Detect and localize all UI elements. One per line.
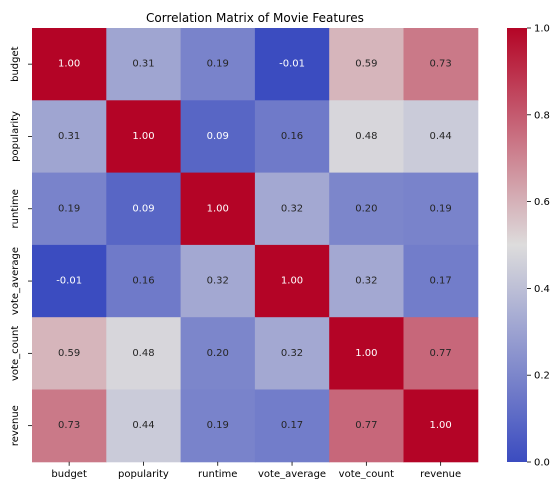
colorbar-tick-label: 0.0 — [534, 458, 550, 469]
heatmap-cell — [180, 172, 256, 246]
heatmap-cell — [254, 28, 330, 101]
heatmap-cell — [32, 28, 107, 101]
cell-value-label: 0.19 — [207, 420, 229, 431]
cell-value-label: -0.01 — [279, 59, 305, 70]
heatmap-cell — [106, 100, 182, 174]
cell-value-label: 0.59 — [355, 59, 377, 70]
cell-value-label: 0.44 — [430, 131, 452, 142]
x-tick-label: vote_count — [339, 469, 394, 479]
x-tick-label: budget — [51, 469, 87, 479]
heatmap-cell — [403, 28, 479, 101]
y-tick-label: vote_count — [10, 326, 21, 381]
cell-value-label: 0.44 — [132, 420, 154, 431]
cell-value-label: 1.00 — [430, 420, 452, 431]
heatmap-cell — [180, 389, 256, 463]
y-axis-labels: budget popularity runtime vote_average vote_… — [10, 46, 32, 446]
y-tick-label: runtime — [10, 189, 21, 228]
x-tick-label: vote_average — [258, 469, 326, 479]
cell-value-label: 0.32 — [281, 203, 303, 214]
heatmap-cell — [329, 244, 404, 318]
cell-value-label: 0.20 — [207, 348, 229, 359]
cell-value-label: 0.31 — [132, 59, 154, 70]
heatmap-cell — [254, 317, 330, 390]
cell-value-label: 0.09 — [207, 131, 229, 142]
x-tick-label: runtime — [198, 469, 237, 479]
cell-value-label: 0.31 — [58, 131, 80, 142]
cell-value-label: 0.77 — [355, 420, 377, 431]
heatmap-cell — [254, 100, 330, 174]
cell-value-label: 0.19 — [207, 59, 229, 70]
y-tick-label: budget — [10, 46, 21, 82]
heatmap-cell — [180, 244, 256, 318]
cell-value-label: 0.20 — [355, 203, 377, 214]
cell-value-label: 0.59 — [58, 348, 80, 359]
heatmap-cell — [180, 317, 256, 390]
cell-value-label: 0.77 — [430, 348, 452, 359]
heatmap-cell — [254, 389, 330, 463]
cell-value-label: 0.48 — [355, 131, 377, 142]
colorbar-tick-label: 0.4 — [534, 284, 550, 295]
cell-value-label: 1.00 — [355, 348, 377, 359]
heatmap-cell — [106, 389, 182, 463]
chart-title: Correlation Matrix of Movie Features — [146, 11, 364, 25]
cell-value-label: 0.17 — [430, 276, 452, 287]
colorbar-tick-label: 0.8 — [534, 110, 550, 121]
heatmap-cell — [32, 317, 107, 390]
cell-value-label: 0.19 — [430, 203, 452, 214]
cell-value-label: 0.17 — [281, 420, 303, 431]
cell-value-label: 1.00 — [281, 276, 303, 287]
heatmap-cell — [254, 244, 330, 318]
x-tick-label: popularity — [118, 469, 169, 479]
heatmap-cell — [106, 172, 182, 246]
heatmap-cell — [403, 244, 479, 318]
heatmap-cell — [106, 317, 182, 390]
cell-value-label: 0.73 — [430, 59, 452, 70]
heatmap-cell — [329, 172, 404, 246]
heatmap-cell — [329, 28, 404, 101]
heatmap-cell — [403, 172, 479, 246]
y-tick-label: vote_average — [10, 247, 21, 315]
cell-value-label: 1.00 — [58, 59, 80, 70]
colorbar — [507, 28, 527, 462]
colorbar-tick-label: 1.0 — [534, 24, 550, 35]
heatmap-cell — [180, 28, 256, 101]
heatmap-cell — [329, 317, 404, 390]
heatmap-cell — [180, 100, 256, 174]
heatmap-cell — [106, 244, 182, 318]
cell-value-label: -0.01 — [56, 276, 82, 287]
heatmap-cell — [329, 100, 404, 174]
heatmap-cell — [32, 172, 107, 246]
heatmap-cell — [32, 244, 107, 318]
cell-value-label: 0.32 — [281, 348, 303, 359]
heatmap-cell — [106, 28, 182, 101]
cell-value-label: 0.32 — [355, 276, 377, 287]
cell-value-label: 0.73 — [58, 420, 80, 431]
y-tick-label: popularity — [10, 111, 21, 162]
heatmap-cell — [32, 389, 107, 463]
cell-value-label: 0.48 — [132, 348, 154, 359]
colorbar-tick-label: 0.2 — [534, 371, 550, 382]
heatmap-cell — [403, 389, 479, 463]
cell-value-label: 1.00 — [132, 131, 154, 142]
cell-value-label: 0.32 — [207, 276, 229, 287]
heatmap-cell — [254, 172, 330, 246]
heatmap-cell — [403, 317, 479, 390]
cell-value-label: 1.00 — [207, 203, 229, 214]
x-tick-label: revenue — [420, 469, 461, 479]
cell-value-label: 0.09 — [132, 203, 154, 214]
heatmap-cell — [329, 389, 404, 463]
cell-value-label: 0.19 — [58, 203, 80, 214]
cell-value-label: 0.16 — [132, 276, 154, 287]
colorbar-tick-label: 0.6 — [534, 197, 550, 208]
x-axis-labels: budget popularity runtime vote_average vote_… — [51, 461, 461, 479]
colorbar-ticks: 0.0 0.2 0.4 0.6 0.8 1.0 — [527, 24, 550, 469]
heatmap-cell — [403, 100, 479, 174]
y-tick-label: revenue — [10, 405, 21, 446]
heatmap-cells: 1.00 0.31 0.19 -0.01 0.59 0.73 0.31 1.00 0.09 0.1… — [32, 28, 479, 463]
heatmap-cell — [32, 100, 107, 174]
cell-value-label: 0.16 — [281, 131, 303, 142]
